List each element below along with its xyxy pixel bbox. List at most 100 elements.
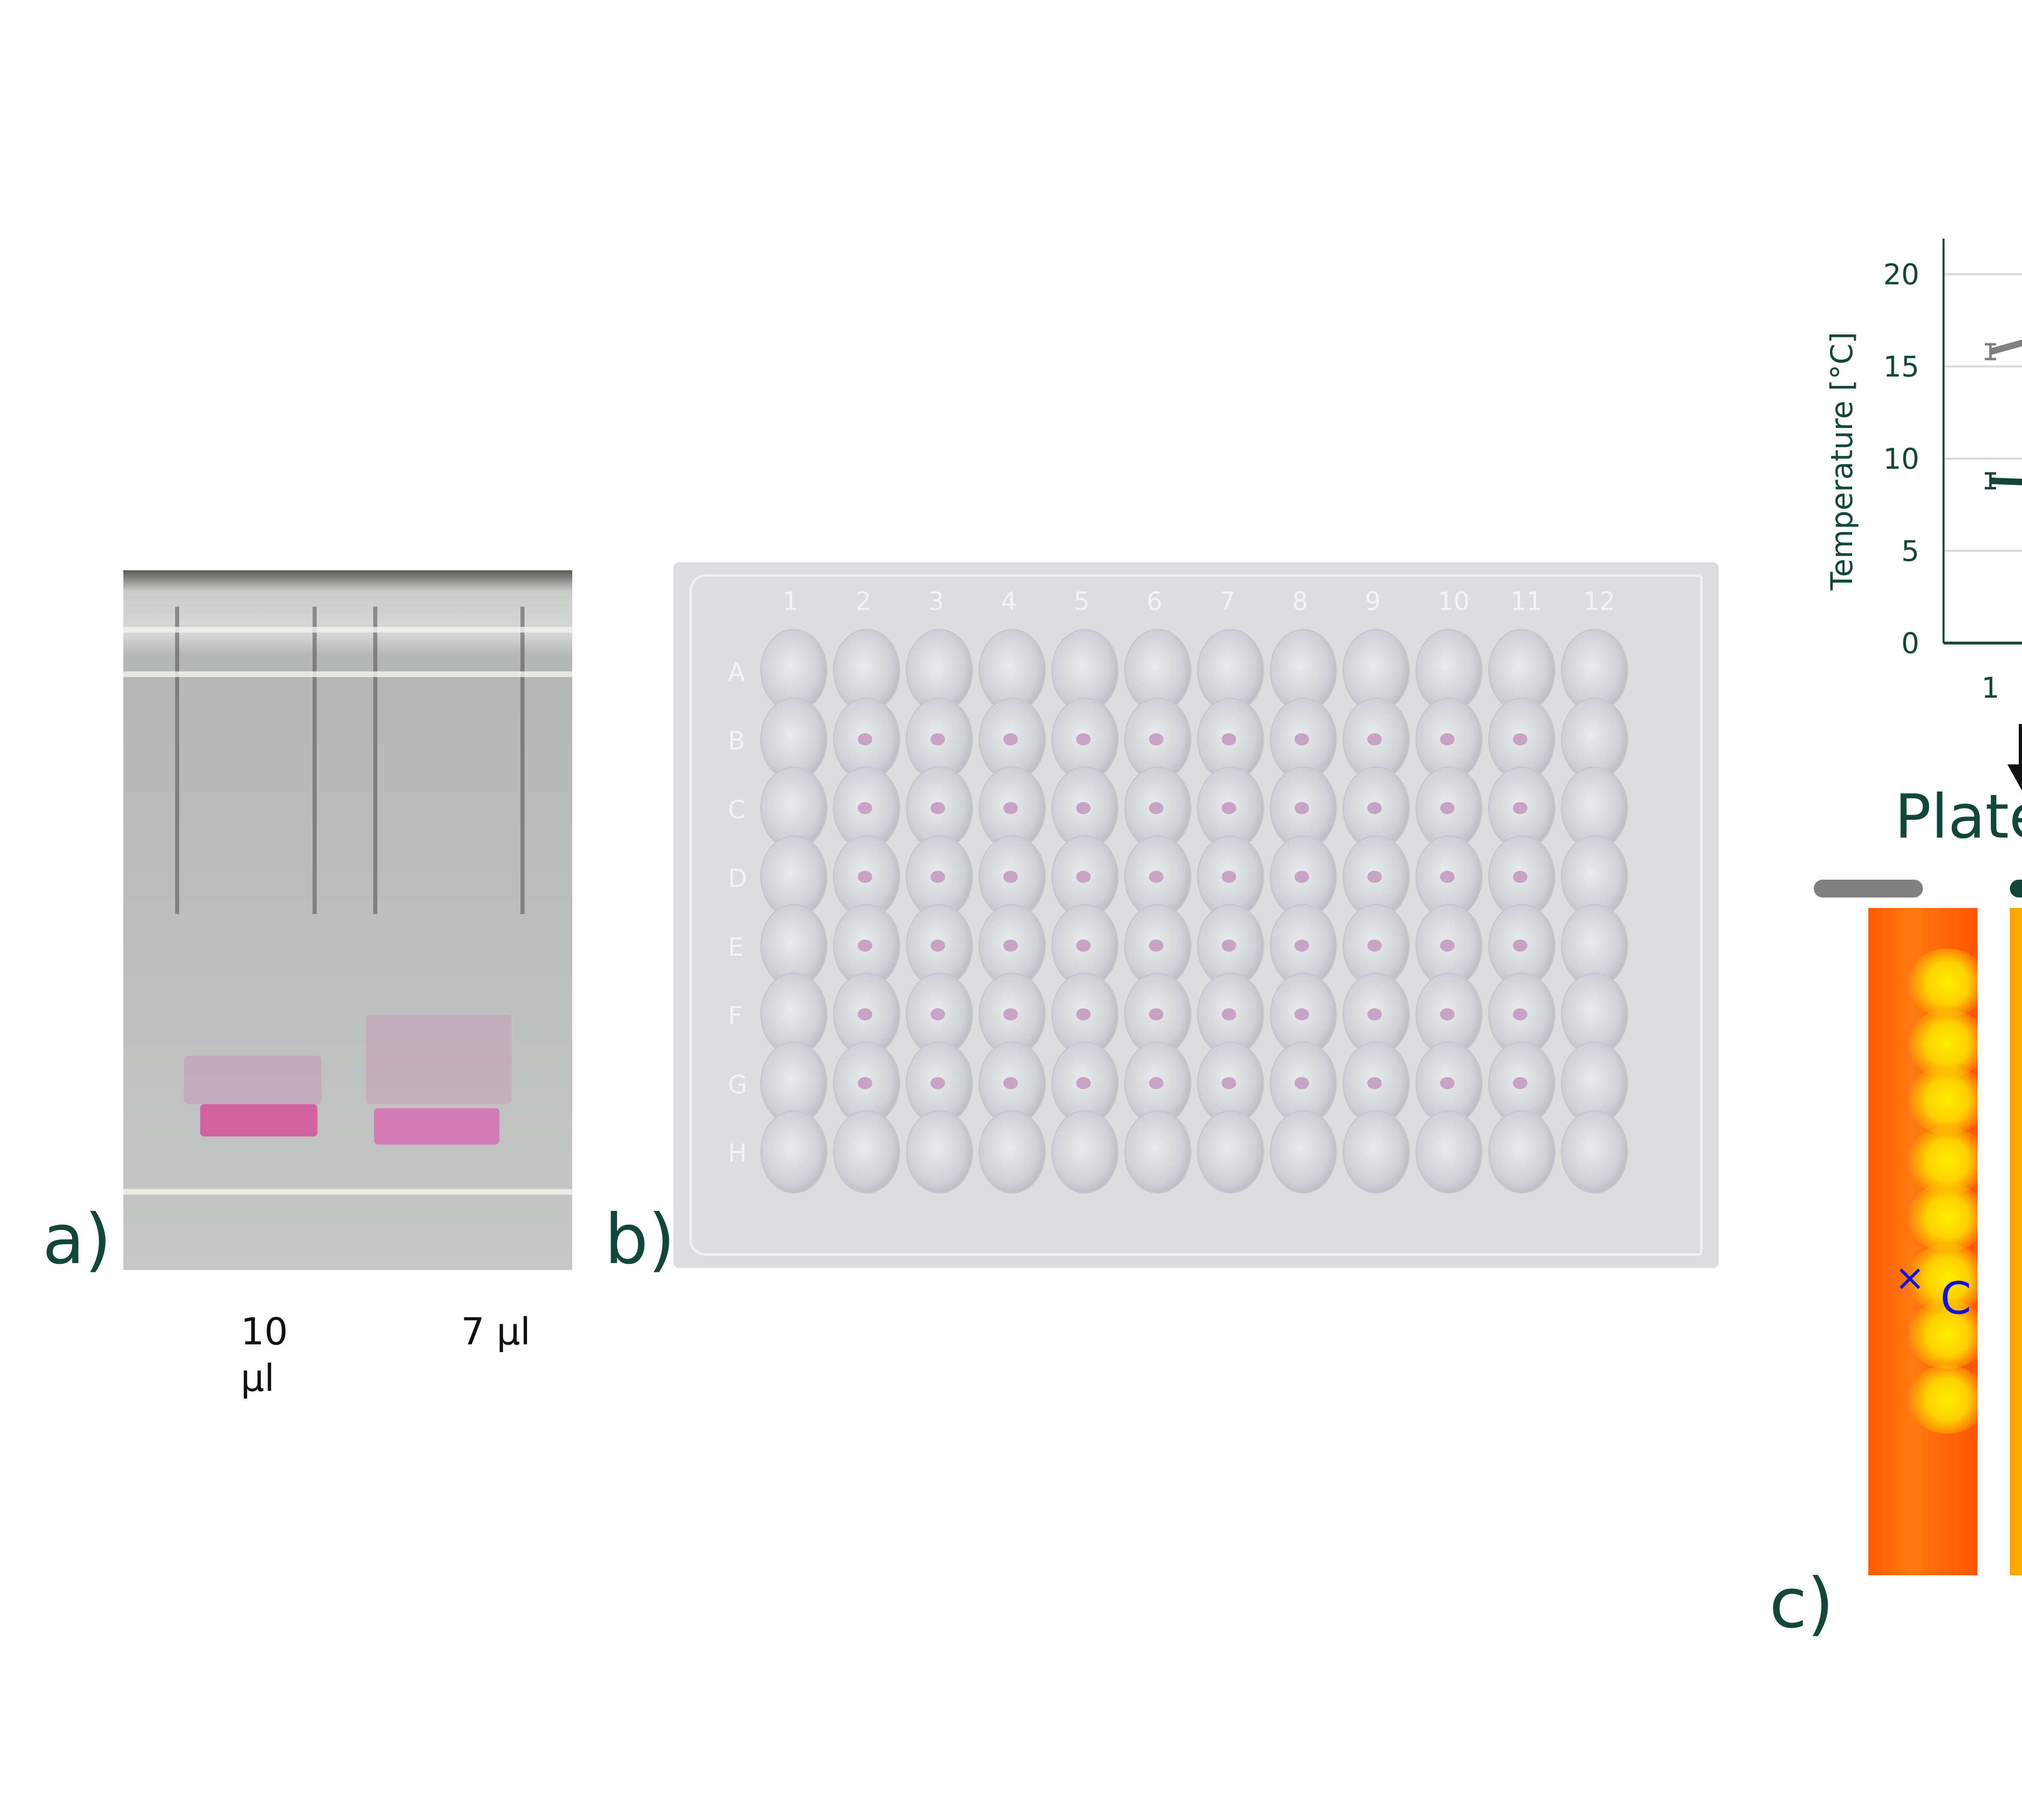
pink-sample-drop [858,733,872,745]
photo-96-well-plate: 1 2 3 4 5 6 7 8 9 10 11 12 A B C D E F G H [673,562,1719,1268]
measurement-marker-label: C [1940,1272,1971,1324]
well-H12 [1561,1110,1628,1194]
plate-edge [123,671,572,677]
y-tick-label: 0 [1901,627,1919,660]
plate-column-label: 1 [783,586,799,616]
reference-thermal-strip: × C [1868,908,1978,1575]
well-H4 [979,1110,1046,1194]
pink-sample-drop [1149,1077,1163,1089]
plate-row-label: E [728,932,744,962]
pink-sample-drop [1076,940,1091,952]
well-thermal-spot [1907,1066,1978,1134]
y-tick-label: 10 [1883,442,1919,476]
reference-indicator-bar [1814,880,1923,897]
pink-sample-drop [1294,940,1309,952]
well-H11 [1488,1110,1555,1194]
measurement-cross-icon: × [1895,1257,1925,1299]
well-G4 [979,1041,1046,1125]
pink-sample-drop [931,733,945,745]
pink-sample-drop [1003,733,1018,745]
pink-sample-drop [1513,871,1527,883]
volume-label-10ul: 10 μl [241,1310,288,1400]
well-thermal-spot [1907,1300,1978,1369]
pink-sample-drop [1222,802,1236,814]
series-line-cold-plus [1990,477,2022,485]
plate-row-label: C [728,795,746,824]
plate-column-label: 3 [928,586,944,616]
pink-sample-drop [1149,733,1163,745]
pink-sample-drop [1149,871,1163,883]
well-H1 [760,1110,827,1194]
pink-sample-drop [1367,733,1382,745]
plate-column-label: 8 [1292,586,1308,616]
pink-sample-drop [1513,733,1527,745]
pink-reflection [184,1056,321,1104]
pink-sample-drop [1076,871,1091,883]
pink-sample-drop [1440,1008,1455,1020]
plate-row-label: A [728,657,745,687]
plate-column-label: 11 [1510,586,1542,616]
pink-sample-drop [1076,802,1091,814]
well-H8 [1270,1110,1337,1194]
plate-edge [123,1189,572,1195]
well-C11 [1488,766,1555,850]
well-wall [313,607,317,914]
pink-sample-drop [1294,1008,1309,1020]
pink-liquid-10ul [200,1104,317,1136]
pink-sample-drop [1513,1077,1527,1089]
well-H9 [1343,1110,1410,1194]
plate-column-label: 9 [1365,586,1381,616]
pink-sample-drop [1222,1077,1236,1089]
pink-sample-drop [1294,1077,1309,1089]
well-H10 [1415,1110,1483,1194]
pink-sample-drop [858,871,872,883]
well-A4 [979,629,1046,712]
well-E4 [979,904,1046,987]
pink-sample-drop [1513,802,1527,814]
pink-sample-drop [1440,1077,1455,1089]
pink-sample-drop [1076,733,1091,745]
well-H5 [1051,1110,1119,1194]
y-tick-label: 20 [1883,258,1919,291]
pink-sample-drop [1440,733,1455,745]
plate-row-label: H [728,1139,747,1168]
pink-sample-drop [1440,871,1455,883]
well-G10 [1415,1041,1483,1125]
plate-column-label: 5 [1074,586,1090,616]
plate-frame [690,574,1703,1256]
plate-column-label: 7 [1219,586,1235,616]
x-tick-label: 1 [1982,671,2000,705]
pink-sample-drop [931,802,945,814]
plate-title-1: Plate 1 [1895,782,2022,852]
arrow-down-icon [2007,724,2022,793]
y-tick-label: 5 [1901,535,1919,568]
cold-plus-thermal-strip [2010,908,2022,1575]
y-tick-label: 15 [1883,350,1919,383]
pink-sample-drop [1076,1008,1091,1020]
pink-sample-drop [1222,871,1236,883]
pink-sample-drop [1003,802,1018,814]
temperature-line-chart: 05101520123456789101112Plate numberTempe… [1820,222,2022,748]
pink-sample-drop [1367,802,1382,814]
pink-sample-drop [1294,802,1309,814]
pink-sample-drop [1222,1008,1236,1020]
photo-well-volumes [123,570,572,1270]
pink-sample-drop [858,940,872,952]
pink-sample-drop [1003,1008,1018,1020]
well-wall [373,607,377,914]
volume-label-7ul: 7 μl [461,1310,531,1353]
pink-sample-drop [931,871,945,883]
plate-edge [123,627,572,633]
pink-sample-drop [931,1077,945,1089]
well-H7 [1197,1110,1264,1194]
pink-sample-drop [1440,802,1455,814]
pink-sample-drop [1367,1077,1382,1089]
pink-sample-drop [858,1077,872,1089]
well-thermal-spot [1907,1183,1978,1252]
well-thermal-spot [1907,1365,1978,1434]
pink-sample-drop [858,1008,872,1020]
well-B7 [1197,698,1264,781]
pink-sample-drop [1149,1008,1163,1020]
well-F7 [1197,973,1264,1056]
well-wall [175,607,179,914]
